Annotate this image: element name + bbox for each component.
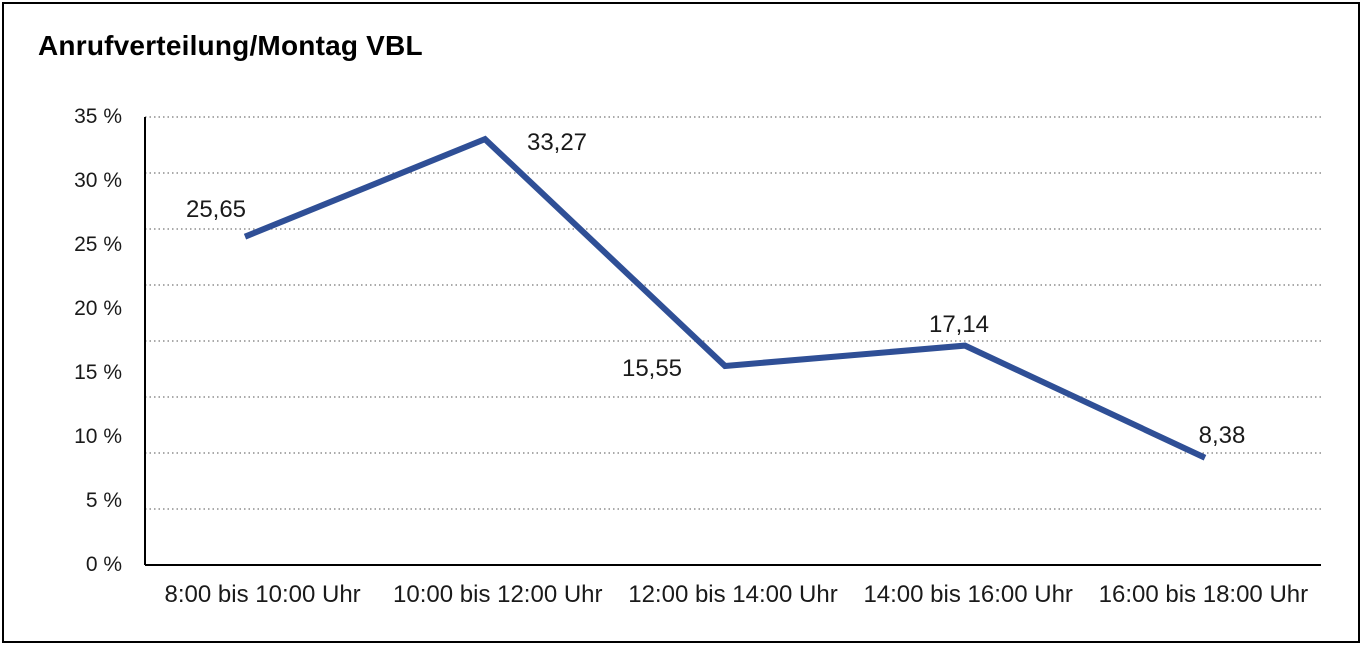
x-category-label: 16:00 bis 18:00 Uhr [1098,581,1309,608]
y-tick-label: 5 % [85,489,122,512]
x-category-label: 8:00 bis 10:00 Uhr [164,581,361,608]
data-point-label: 8,38 [1198,421,1246,449]
data-point-label: 25,65 [185,195,247,223]
x-category-label: 14:00 bis 16:00 Uhr [863,581,1073,608]
x-category-label: 10:00 bis 12:00 Uhr [393,581,603,608]
y-tick-label: 0 % [85,553,122,576]
data-point-label: 33,27 [526,129,588,157]
data-point-label: 17,14 [928,310,990,338]
y-tick-label: 15 % [74,361,122,384]
y-tick-label: 30 % [74,169,122,192]
series-line [243,135,1207,461]
y-tick-label: 20 % [74,297,122,320]
y-tick-label: 10 % [74,425,122,448]
x-category-label: 12:00 bis 14:00 Uhr [628,581,838,608]
chart-title: Anrufverteilung/Montag VBL [38,30,423,61]
y-tick-label: 25 % [74,233,122,256]
data-point-label: 15,55 [621,354,683,382]
y-tick-label: 35 % [74,105,122,128]
